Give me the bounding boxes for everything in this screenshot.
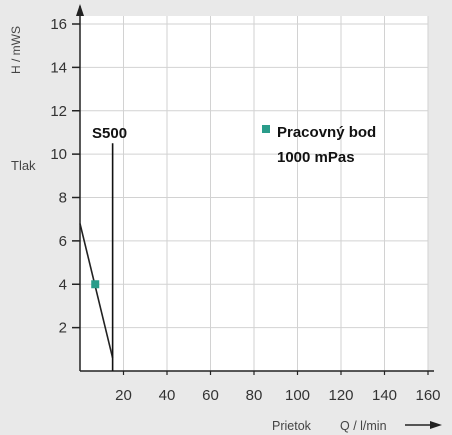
tick-labels: 2 4 6 8 10 12 14 16 20 40 60 80 100 120 140 160 xyxy=(50,16,440,404)
y-axis-label: H / mWS xyxy=(9,26,23,74)
x-tick-label: 120 xyxy=(328,387,353,404)
y-tick-label: 4 xyxy=(59,276,67,293)
x-tick-label: 40 xyxy=(159,387,176,404)
x-tick-label: 160 xyxy=(415,387,440,404)
x-axis-prefix-label: Prietok xyxy=(272,419,312,433)
legend-label-line1: Pracovný bod xyxy=(277,124,376,141)
y-axis-arrow-icon xyxy=(76,4,84,16)
x-tick-label: 80 xyxy=(246,387,263,404)
s500-label: S500 xyxy=(92,125,127,142)
y-tick-label: 10 xyxy=(50,146,67,163)
x-tick-label: 20 xyxy=(115,387,132,404)
x-axis-arrow-icon xyxy=(430,421,442,429)
x-tick-label: 60 xyxy=(202,387,219,404)
x-axis-label: Q / l/min xyxy=(340,419,387,433)
legend-marker-icon xyxy=(262,125,270,133)
y-tick-label: 8 xyxy=(59,190,67,207)
pump-curve-line xyxy=(79,223,114,359)
y-tick-label: 14 xyxy=(50,59,67,76)
y-tick-label: 12 xyxy=(50,103,67,120)
x-tick-label: 140 xyxy=(372,387,397,404)
axes xyxy=(76,4,442,429)
y-tick-label: 16 xyxy=(50,16,67,33)
operating-point-marker xyxy=(91,280,100,289)
legend-label-line2: 1000 mPas xyxy=(277,149,355,166)
y-axis-side-label: Tlak xyxy=(11,158,36,173)
data-marks xyxy=(79,143,114,371)
y-tick-label: 6 xyxy=(59,233,67,250)
grid xyxy=(80,16,429,371)
y-tick-label: 2 xyxy=(59,320,67,337)
x-tick-label: 100 xyxy=(285,387,310,404)
